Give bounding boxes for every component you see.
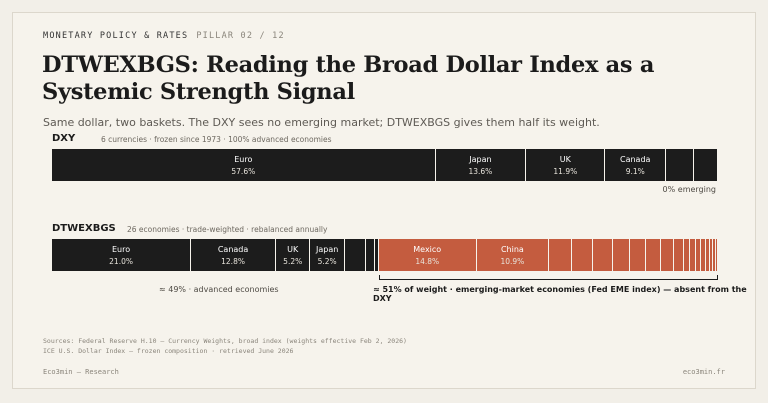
- dxy-segment-canada: Canada 9.1%: [605, 149, 667, 181]
- dtwexbgs-segment-other-24: [716, 239, 718, 271]
- segment-value: 11.9%: [553, 167, 578, 176]
- kicker: MONETARY POLICY & RATES PILLAR 02 / 12: [43, 31, 285, 41]
- page-title: DTWEXBGS: Reading the Broad Dollar Index…: [42, 52, 655, 105]
- dxy-annotation: 0% emerging: [662, 185, 716, 194]
- segment-name: Canada: [217, 245, 249, 254]
- dxy-label: DXY: [52, 133, 76, 144]
- segment-name: UK: [559, 155, 571, 164]
- segment-name: China: [500, 245, 524, 254]
- footer-brand: Eco3min — Research: [43, 368, 119, 376]
- dtwexbgs-segment-other-4: [344, 239, 367, 271]
- dtwexbgs-segment-other-10: [572, 239, 594, 271]
- dtwexbgs-segment-other-15: [661, 239, 675, 271]
- segment-value: 9.1%: [625, 167, 645, 176]
- segment-name: Mexico: [413, 245, 442, 254]
- advanced-annotation: ≈ 49% · advanced economies: [159, 285, 279, 294]
- segment-value: 21.0%: [109, 257, 133, 266]
- dtwexbgs-segment-other-21: [706, 239, 711, 271]
- dtwexbgs-segment-other-18: [690, 239, 697, 271]
- dxy-segment-euro: Euro 57.6%: [52, 149, 436, 181]
- dtwexbgs-segment-china: China 10.9%: [476, 239, 549, 271]
- kicker-text: MONETARY POLICY & RATES: [43, 31, 189, 41]
- dtwexbgs-segment-other-19: [696, 239, 702, 271]
- dtwexbgs-segment-other-22: [710, 239, 714, 271]
- dxy-segment-japan: Japan 13.6%: [435, 149, 527, 181]
- dtwexbgs-segment-mexico: Mexico 14.8%: [378, 239, 477, 271]
- dtwexbgs-segment-other-20: [701, 239, 707, 271]
- dxy-segment-other-5: [694, 149, 718, 181]
- dtwexbgs-label: DTWEXBGS: [52, 223, 116, 234]
- segment-name: Canada: [620, 155, 651, 164]
- segment-value: 12.8%: [221, 257, 245, 266]
- dtwexbgs-segment-japan: Japan 5.2%: [310, 239, 345, 271]
- segment-name: Japan: [469, 155, 492, 164]
- segment-name: Euro: [112, 245, 131, 254]
- source-line-1: Sources: Federal Reserve H.10 — Currency…: [43, 337, 407, 345]
- emerging-annotation: ≈ 51% of weight · emerging-market econom…: [373, 285, 747, 303]
- dxy-stacked-bar: Euro 57.6% Japan 13.6% UK 11.9% Canada 9.1%: [52, 149, 718, 181]
- segment-name: Japan: [316, 245, 339, 254]
- dtwexbgs-segment-other-23: [713, 239, 716, 271]
- segment-value: 57.6%: [231, 167, 256, 176]
- segment-value: 10.9%: [500, 257, 525, 266]
- emerging-bracket: [378, 275, 718, 280]
- source-line-2: ICE U.S. Dollar Index — frozen compositi…: [43, 347, 294, 355]
- dtwexbgs-segment-other-9: [549, 239, 573, 271]
- dtwexbgs-meta: 26 economies · trade-weighted · rebalanc…: [127, 225, 328, 234]
- dtwexbgs-stacked-bar: Euro 21.0% Canada 12.8% UK 5.2% Japan 5.2% Mexic…: [52, 239, 718, 271]
- dtwexbgs-segment-uk: UK 5.2%: [275, 239, 311, 271]
- pillar-label: PILLAR 02 / 12: [196, 31, 285, 41]
- dtwexbgs-segment-canada: Canada 12.8%: [191, 239, 276, 271]
- dtwexbgs-segment-other-12: [613, 239, 630, 271]
- dtwexbgs-segment-other-13: [629, 239, 646, 271]
- segment-name: UK: [287, 245, 299, 254]
- segment-value: 14.8%: [415, 257, 440, 266]
- dtwexbgs-segment-other-6: [374, 239, 379, 271]
- dxy-segment-uk: UK 11.9%: [526, 149, 606, 181]
- segment-value: 13.6%: [468, 167, 493, 176]
- dtwexbgs-segment-other-11: [593, 239, 614, 271]
- dxy-segment-other-4: [666, 149, 695, 181]
- chart-card: MONETARY POLICY & RATES PILLAR 02 / 12 DT…: [12, 12, 756, 389]
- page-subtitle: Same dollar, two baskets. The DXY sees n…: [43, 116, 600, 129]
- segment-value: 5.2%: [283, 257, 303, 266]
- dxy-meta: 6 currencies · frozen since 1973 · 100% …: [101, 135, 332, 144]
- segment-value: 5.2%: [317, 257, 337, 266]
- footer-site: eco3min.fr: [682, 368, 725, 376]
- dtwexbgs-segment-other-14: [645, 239, 661, 271]
- dtwexbgs-segment-other-17: [683, 239, 691, 271]
- dtwexbgs-segment-other-16: [674, 239, 684, 271]
- segment-name: Euro: [234, 155, 253, 164]
- dtwexbgs-segment-other-5: [366, 239, 375, 271]
- dtwexbgs-segment-euro: Euro 21.0%: [52, 239, 192, 271]
